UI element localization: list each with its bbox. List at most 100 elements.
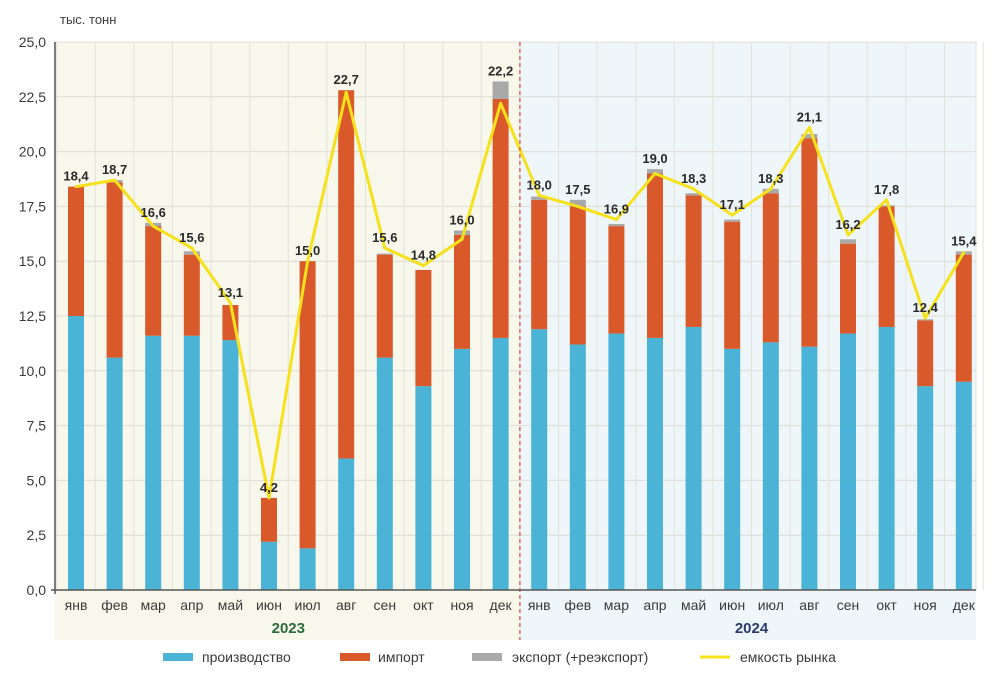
bar-production: [955, 381, 972, 590]
bar-production: [762, 342, 779, 590]
bar-export: [647, 169, 663, 174]
legend-label: производство: [202, 649, 291, 665]
x-tick-label: мар: [141, 597, 166, 613]
bar-production: [338, 458, 355, 590]
bar-production: [917, 386, 934, 590]
data-label: 22,2: [488, 63, 513, 78]
data-label: 15,6: [372, 230, 397, 245]
data-label: 15,0: [295, 243, 320, 258]
bar-export: [569, 199, 586, 207]
market-capacity-point: [267, 496, 271, 500]
bar-production: [840, 333, 856, 590]
data-label: 12,4: [913, 300, 939, 315]
legend-label: экспорт (+реэкспорт): [512, 649, 648, 665]
y-tick-label: 5,0: [27, 472, 47, 488]
x-tick-label: июл: [758, 597, 784, 613]
x-tick-label: сен: [374, 597, 397, 613]
bar-import: [840, 243, 856, 334]
y-tick-label: 10,0: [19, 363, 46, 379]
bar-import: [338, 90, 355, 459]
bar-import: [106, 182, 123, 358]
bar-production: [145, 335, 162, 590]
x-tick-label: июн: [719, 597, 745, 613]
bar-export: [531, 196, 548, 200]
bar-production: [183, 335, 200, 590]
market-capacity-point: [228, 301, 232, 305]
y-tick-label: 20,0: [19, 144, 46, 160]
bar-production: [724, 348, 741, 590]
market-capacity-point: [344, 90, 348, 94]
gridlines: [54, 41, 984, 591]
x-tick-label: июн: [256, 597, 282, 613]
market-capacity-point: [962, 250, 966, 254]
axes: 0,0 2,5 5,0 7,5 10,0 12,5 15,0 17,5 20,0 22,5 25,0…: [19, 12, 976, 640]
bar-export: [801, 134, 818, 139]
market-capacity-point: [383, 246, 387, 250]
x-tick-label: ноя: [914, 597, 937, 613]
bar-import: [647, 173, 663, 338]
data-label: 17,5: [565, 182, 590, 197]
bar-production: [531, 329, 548, 590]
data-label: 16,6: [141, 205, 166, 220]
bar-import: [376, 254, 393, 358]
market-capacity-point: [923, 316, 927, 320]
x-tick-label: июл: [295, 597, 321, 613]
market-capacity-point: [421, 264, 425, 268]
legend-swatch: [163, 653, 193, 661]
x-tick-label: окт: [876, 597, 897, 613]
bar-production: [647, 337, 663, 590]
bar-export: [840, 239, 856, 244]
bar-import: [685, 195, 702, 327]
bar-export: [492, 81, 509, 99]
bar-import: [801, 138, 818, 347]
y-axis-unit-label: тыс. тонн: [60, 12, 116, 27]
market-capacity-point: [113, 178, 117, 182]
market-capacity-point: [614, 218, 618, 222]
market-capacity-point: [769, 187, 773, 191]
y-tick-label: 7,5: [27, 418, 47, 434]
legend-swatch: [472, 653, 502, 661]
market-capacity-point: [730, 213, 734, 217]
data-label: 19,0: [642, 151, 667, 166]
market-capacity-point: [151, 224, 155, 228]
data-label: 16,9: [604, 202, 629, 217]
x-tick-label: авг: [336, 597, 356, 613]
bar-export: [454, 230, 470, 235]
legend: производство импорт экспорт (+реэкспорт) ем…: [163, 649, 836, 665]
bar-export: [917, 319, 934, 321]
data-label: 16,2: [835, 217, 860, 232]
x-tick-label: май: [218, 597, 243, 613]
bar-export: [183, 251, 200, 255]
market-capacity-point: [537, 193, 541, 197]
bar-production: [685, 326, 702, 590]
bar-production: [415, 386, 432, 590]
bars: [68, 81, 972, 590]
market-capacity-point: [460, 237, 464, 241]
bar-production: [261, 541, 277, 590]
bar-import: [492, 98, 509, 338]
bar-production: [569, 344, 586, 590]
data-label: 18,3: [681, 171, 706, 186]
bar-export: [608, 223, 625, 227]
market-capacity-point: [653, 172, 657, 176]
data-label: 18,4: [63, 169, 89, 184]
data-label: 14,8: [411, 248, 436, 263]
bar-import: [724, 221, 741, 349]
data-label: 18,3: [758, 171, 783, 186]
x-tick-label: дек: [490, 597, 513, 613]
year-label-2023: 2023: [272, 620, 305, 637]
data-labels: 18,4 18,7 16,6 15,6 13,1 4,2 15,0 22,7 15,6 14,8 1…: [63, 63, 977, 494]
x-tick-label: окт: [413, 597, 434, 613]
bar-import: [878, 206, 895, 327]
y-tick-label: 15,0: [19, 253, 46, 269]
bar-production: [801, 346, 818, 590]
x-tick-label: дек: [953, 597, 976, 613]
y-tick-label: 22,5: [19, 89, 46, 105]
market-capacity-point: [74, 185, 78, 189]
data-label: 13,1: [218, 285, 243, 300]
x-tick-label: фев: [564, 597, 591, 613]
bar-production: [68, 316, 84, 590]
data-label: 22,7: [334, 72, 359, 87]
data-label: 18,7: [102, 162, 127, 177]
bar-import: [762, 193, 779, 343]
